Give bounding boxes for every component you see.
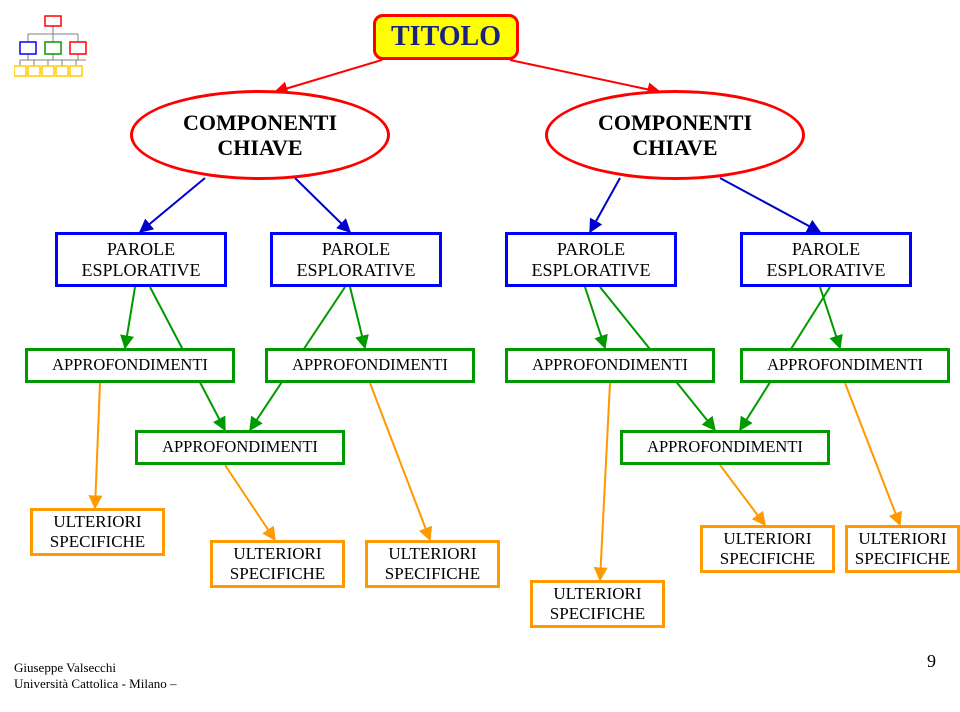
approfondimenti-1: APPROFONDIMENTI <box>265 348 475 383</box>
approfondimenti-2: APPROFONDIMENTI <box>505 348 715 383</box>
page-number: 9 <box>927 651 936 672</box>
ulteriori-specifiche-1: ULTERIORISPECIFICHE <box>210 540 345 588</box>
title-box: TITOLO <box>373 14 519 60</box>
parole-esplorative-2: PAROLEESPLORATIVE <box>505 232 677 287</box>
componente-chiave-right: COMPONENTICHIAVE <box>545 90 805 180</box>
ulteriori-specifiche-2: ULTERIORISPECIFICHE <box>365 540 500 588</box>
ulteriori-specifiche-3: ULTERIORISPECIFICHE <box>530 580 665 628</box>
approfondimenti-0: APPROFONDIMENTI <box>25 348 235 383</box>
title-text: TITOLO <box>391 21 501 53</box>
ulteriori-specifiche-5: ULTERIORISPECIFICHE <box>845 525 960 573</box>
approfondimenti-3: APPROFONDIMENTI <box>740 348 950 383</box>
ulteriori-specifiche-0: ULTERIORISPECIFICHE <box>30 508 165 556</box>
ulteriori-specifiche-4: ULTERIORISPECIFICHE <box>700 525 835 573</box>
parole-esplorative-0: PAROLEESPLORATIVE <box>55 232 227 287</box>
approfondimenti-row2-1: APPROFONDIMENTI <box>620 430 830 465</box>
approfondimenti-row2-0: APPROFONDIMENTI <box>135 430 345 465</box>
parole-esplorative-1: PAROLEESPLORATIVE <box>270 232 442 287</box>
parole-esplorative-3: PAROLEESPLORATIVE <box>740 232 912 287</box>
footer-author: Giuseppe Valsecchi Università Cattolica … <box>14 660 176 692</box>
componente-chiave-left: COMPONENTICHIAVE <box>130 90 390 180</box>
